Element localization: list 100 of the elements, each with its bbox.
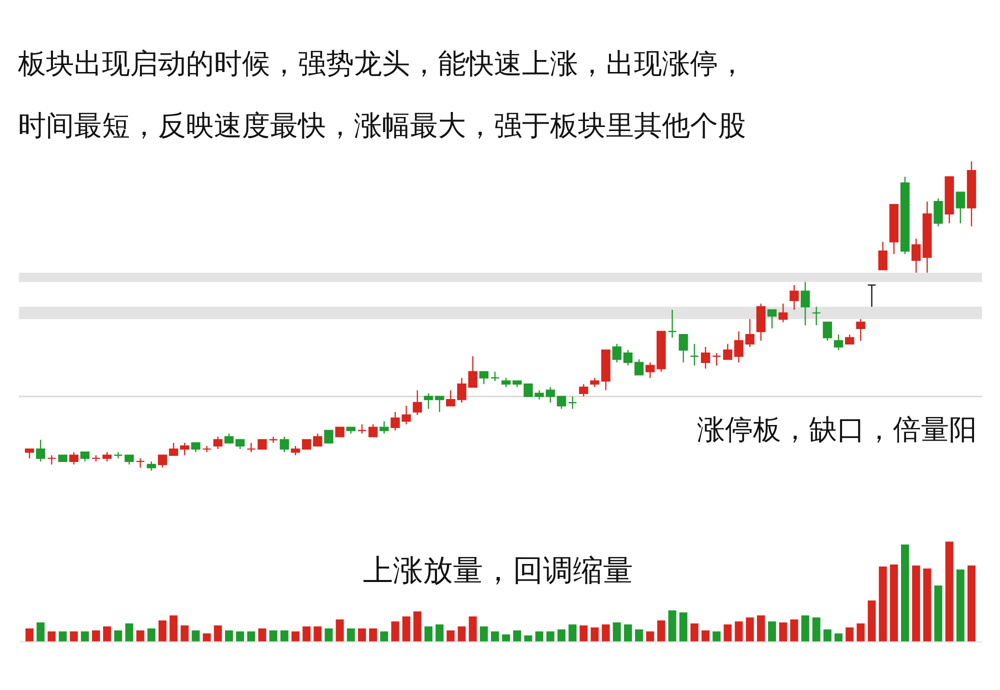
- bar: [580, 625, 588, 642]
- candlestick: [335, 426, 344, 438]
- bar: [923, 568, 932, 642]
- bar: [912, 566, 920, 642]
- bar: [524, 635, 532, 642]
- candlestick: [36, 439, 46, 462]
- bar: [812, 617, 820, 642]
- candlestick: [114, 452, 123, 459]
- bar: [646, 631, 654, 642]
- candlestick: [612, 343, 622, 364]
- candlestick: [235, 439, 245, 450]
- bar: [358, 628, 366, 642]
- text: 时间最短，反映速度最快，涨幅最大，强于板块里其他个股: [18, 108, 746, 142]
- bar: [712, 631, 721, 642]
- bar: [103, 626, 112, 642]
- candlestick: [180, 442, 190, 456]
- bar: [901, 544, 909, 642]
- candlestick: [800, 281, 810, 326]
- bar: [834, 633, 843, 642]
- bar: [125, 623, 134, 642]
- bar: [968, 566, 976, 642]
- candlestick: [790, 284, 799, 310]
- bar: [535, 631, 544, 642]
- candlestick: [712, 352, 722, 366]
- candlestick: [668, 309, 677, 338]
- bar: [92, 630, 100, 642]
- bar: [724, 624, 732, 642]
- bar: [702, 630, 710, 642]
- bar: [856, 623, 865, 642]
- text: 板块出现启动的时候，强势龙头，能快速上涨，出现涨停，: [18, 46, 746, 80]
- candlestick: [646, 362, 655, 378]
- bar: [768, 621, 776, 642]
- bar: [568, 624, 577, 642]
- bar: [380, 631, 388, 642]
- bar: [668, 610, 676, 642]
- bar: [934, 585, 942, 642]
- bar: [314, 626, 322, 642]
- bar: [324, 628, 333, 642]
- candlestick: [224, 432, 234, 444]
- candlestick: [822, 322, 832, 342]
- bar: [546, 631, 554, 642]
- bar: [557, 629, 566, 642]
- bar: [302, 626, 311, 642]
- bar: [602, 624, 610, 642]
- candlestick: [168, 442, 178, 456]
- bar: [26, 628, 34, 642]
- bar: [36, 622, 45, 642]
- candlestick: [878, 241, 888, 270]
- candlestick: [634, 358, 644, 376]
- candlestick: [546, 386, 555, 404]
- candlestick: [136, 458, 145, 468]
- candlestick: [357, 424, 367, 434]
- candlestick: [80, 452, 90, 462]
- candlestick: [424, 392, 434, 410]
- bar: [247, 631, 256, 642]
- bar: [147, 628, 156, 642]
- candlestick: [778, 303, 788, 323]
- candlestick: [69, 452, 78, 466]
- candlestick: [556, 396, 566, 410]
- candlestick: [956, 192, 966, 224]
- annotation: 涨停板，缺口，倍量阳: [697, 412, 978, 446]
- bar: [170, 615, 178, 642]
- bar: [436, 624, 444, 642]
- bar: [236, 631, 244, 642]
- bar: [790, 619, 798, 642]
- bar: [114, 630, 122, 642]
- bar: [801, 615, 810, 642]
- bar: [258, 628, 266, 642]
- bar: [280, 630, 288, 642]
- candlestick: [812, 306, 821, 326]
- bar: [746, 617, 754, 642]
- candlestick: [268, 436, 278, 444]
- candlestick: [834, 334, 844, 351]
- annotation: 上涨放量，回调缩量: [363, 553, 634, 588]
- bar: [413, 611, 422, 642]
- candlestick: [290, 445, 300, 456]
- bar: [336, 619, 344, 642]
- bar: [679, 612, 688, 642]
- candlestick: [146, 460, 156, 472]
- bar: [70, 631, 78, 642]
- bar: [468, 616, 477, 642]
- candlestick: [678, 334, 688, 364]
- candlestick: [313, 432, 322, 447]
- bar: [458, 626, 466, 642]
- bar: [446, 630, 455, 642]
- bar: [956, 570, 964, 642]
- bar: [945, 542, 954, 642]
- candlestick: [124, 454, 134, 466]
- bar: [779, 622, 788, 642]
- candlestick: [213, 436, 222, 450]
- bar: [635, 629, 644, 642]
- bar: [202, 633, 211, 642]
- candlestick: [368, 424, 378, 438]
- candlestick: [912, 238, 921, 274]
- bar: [823, 629, 832, 642]
- bar: [624, 624, 632, 642]
- candlestick: [380, 420, 389, 434]
- candlestick: [700, 346, 710, 370]
- bar: [224, 630, 233, 642]
- bar: [291, 631, 300, 642]
